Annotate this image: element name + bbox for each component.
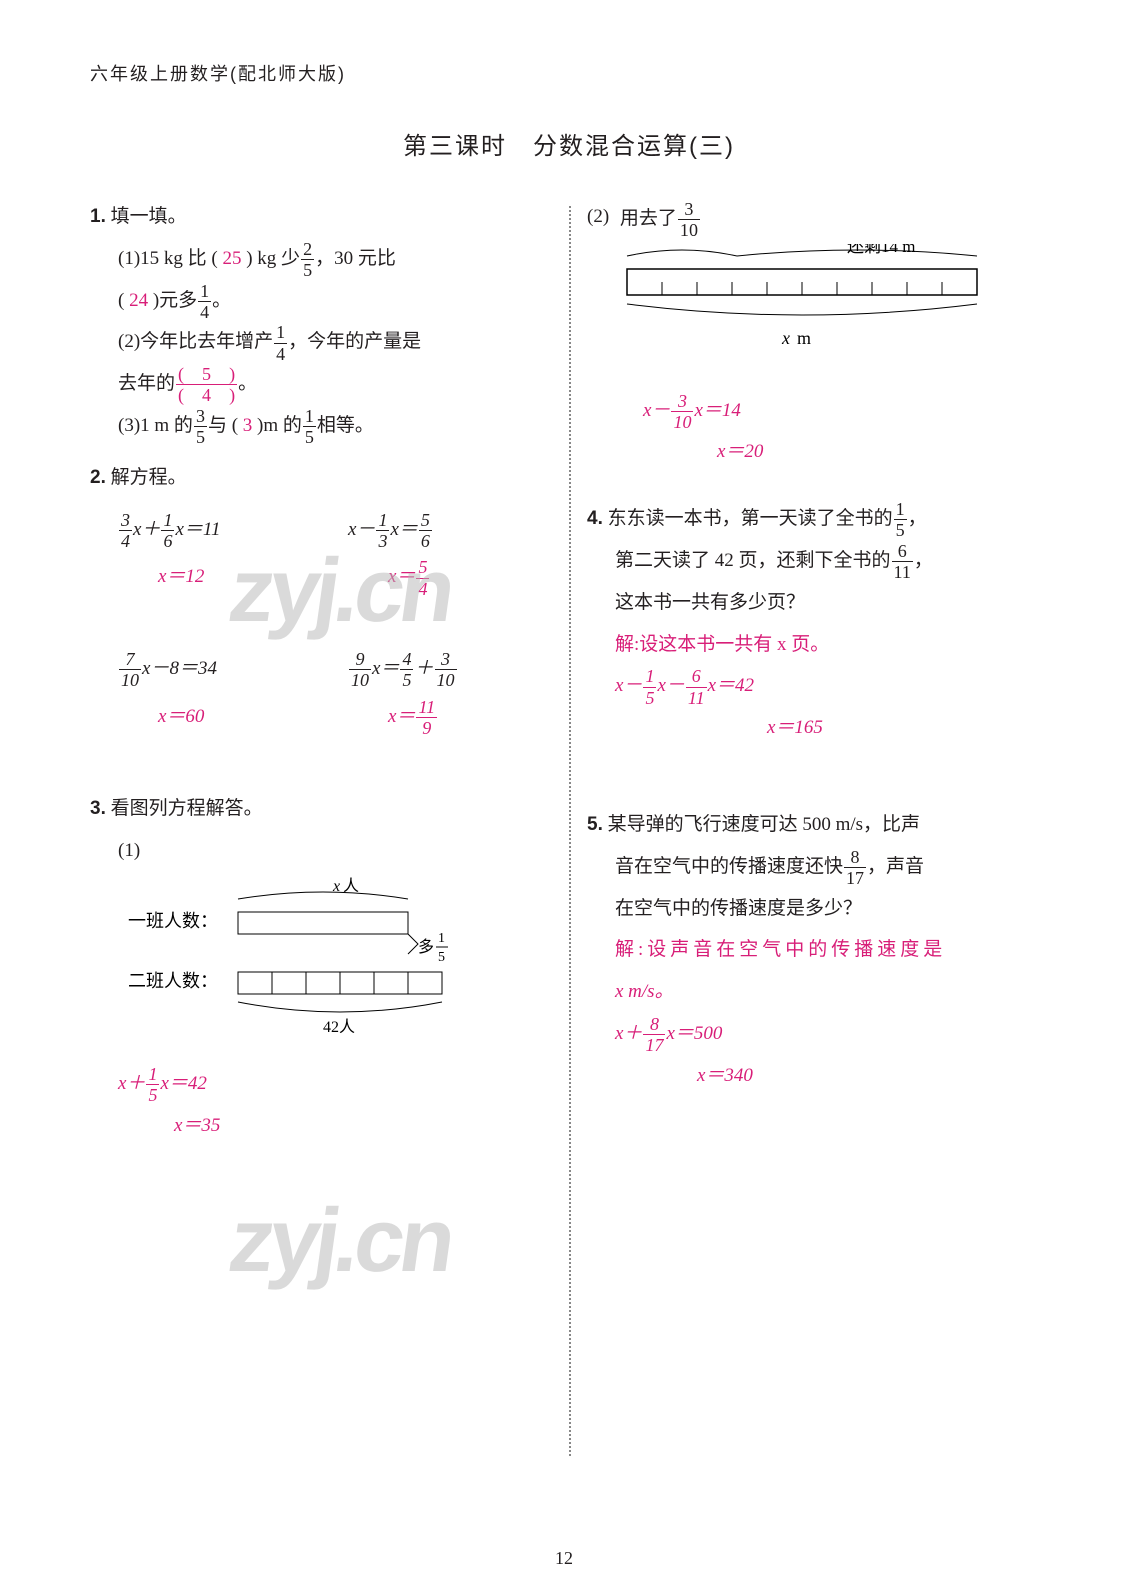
text: (2)今年比去年增产 bbox=[118, 331, 273, 352]
text: (1)15 kg 比 ( bbox=[118, 248, 222, 269]
question-4: 4. 东东读一本书，第一天读了全书的15， 第二天读了 42 页，还剩下全书的6… bbox=[587, 498, 1048, 749]
q3-title: 看图列方程解答。 bbox=[111, 798, 263, 819]
text: ，30 元比 bbox=[315, 248, 396, 269]
text: 东东读一本书，第一天读了全书的 bbox=[608, 508, 893, 529]
answer: 24 bbox=[129, 290, 148, 311]
q2-label: 2. bbox=[90, 467, 106, 488]
fraction: 14 bbox=[274, 323, 287, 362]
answer: x＝54 bbox=[348, 556, 508, 598]
text: ) kg 少 bbox=[241, 248, 300, 269]
q3-part1-label: (1) bbox=[90, 830, 551, 872]
text: 这本书一共有多少页？ bbox=[587, 582, 1048, 624]
q3-p2-answer2: x＝20 bbox=[587, 431, 1048, 473]
question-5: 5. 某导弹的飞行速度可达 500 m/s，比声 音在空气中的传播速度还快817… bbox=[587, 804, 1048, 1097]
equation: 34x＋16x＝11 bbox=[118, 509, 278, 551]
text: 音在空气中的传播速度还快817，声音 bbox=[587, 846, 1048, 888]
q3-label: 3. bbox=[90, 798, 106, 819]
text: 在空气中的传播速度是多少？ bbox=[587, 888, 1048, 930]
q3-diagram-1: x人 一班人数： 多 15 二班人数： 42人 bbox=[118, 877, 551, 1053]
q3-p1-answer2: x＝35 bbox=[90, 1105, 551, 1147]
text: ， bbox=[908, 508, 927, 529]
text: (3)1 m 的 bbox=[118, 415, 193, 436]
q1-part1: (1)15 kg 比 ( 25 ) kg 少25，30 元比 bbox=[90, 238, 551, 280]
q1-title: 填一填。 bbox=[111, 206, 187, 227]
q5-answer-setup-b: x m/s。 bbox=[587, 971, 1048, 1013]
text: ，今年的产量是 bbox=[288, 331, 421, 352]
text: 某导弹的飞行速度可达 500 m/s，比声 bbox=[608, 814, 920, 835]
equation: 910x＝45＋310 bbox=[348, 648, 508, 690]
text: )m 的 bbox=[252, 415, 302, 436]
q5-answer-setup: 解:设声音在空气中的传播速度是 bbox=[587, 929, 1048, 971]
svg-text:5: 5 bbox=[438, 950, 445, 965]
page-number: 12 bbox=[0, 1548, 1128, 1569]
svg-text:一班人数：: 一班人数： bbox=[128, 911, 218, 931]
answer: x＝60 bbox=[118, 696, 278, 738]
equation: 710x－8＝34 bbox=[118, 648, 278, 690]
answer: x＝119 bbox=[348, 696, 508, 738]
question-3: 3. 看图列方程解答。 (1) x人 一班人数： 多 15 二班人数： bbox=[90, 788, 551, 1147]
fraction: 817 bbox=[844, 848, 866, 887]
svg-text:二班人数：: 二班人数： bbox=[128, 971, 218, 991]
left-column: 1. 填一填。 (1)15 kg 比 ( 25 ) kg 少25，30 元比 (… bbox=[90, 196, 569, 1496]
q5-label: 5. bbox=[587, 814, 603, 835]
fraction: 15 bbox=[303, 407, 316, 446]
q2-row1: 34x＋16x＝11 x－13x＝56 bbox=[118, 509, 551, 551]
svg-text:x: x bbox=[781, 328, 790, 348]
answer-fraction: ( 5 )( 4 ) bbox=[176, 365, 237, 404]
q1-part2b: 去年的( 5 )( 4 )。 bbox=[90, 363, 551, 405]
q3-diagram-2: 还剩14 m x m bbox=[597, 244, 1048, 380]
q5-answer-result: x＝340 bbox=[587, 1055, 1048, 1097]
q2-row2: 710x－8＝34 910x＝45＋310 bbox=[118, 648, 551, 690]
q5-answer-eq: x＋817x＝500 bbox=[587, 1013, 1048, 1055]
svg-text:多: 多 bbox=[418, 938, 434, 956]
fraction: 35 bbox=[194, 407, 207, 446]
text: 。 bbox=[238, 373, 257, 394]
equation: x－13x＝56 bbox=[348, 509, 508, 551]
answer: 3 bbox=[243, 415, 253, 436]
text: 用去了310 bbox=[620, 208, 701, 229]
q1-part3: (3)1 m 的35与 ( 3 )m 的15相等。 bbox=[90, 405, 551, 447]
lesson-title: 第三课时 分数混合运算(三) bbox=[90, 126, 1048, 161]
question-1: 1. 填一填。 (1)15 kg 比 ( 25 ) kg 少25，30 元比 (… bbox=[90, 196, 551, 447]
q1-label: 1. bbox=[90, 206, 106, 227]
fraction: 25 bbox=[301, 240, 314, 279]
q3-p1-answer: x＋15x＝42 bbox=[90, 1063, 551, 1105]
q3-p2-answer: x－310x＝14 bbox=[587, 390, 1048, 432]
svg-text:m: m bbox=[797, 328, 811, 348]
right-column: (2) 用去了310 还剩14 m x m x－310x＝14 bbox=[569, 196, 1048, 1496]
text: 第二天读了 42 页，还剩下全书的611， bbox=[587, 540, 1048, 582]
q4-answer-setup: 解:设这本书一共有 x 页。 bbox=[587, 624, 1048, 666]
content-columns: 1. 填一填。 (1)15 kg 比 ( 25 ) kg 少25，30 元比 (… bbox=[90, 196, 1048, 1496]
fraction: 15 bbox=[894, 500, 907, 539]
text: )元多 bbox=[148, 290, 197, 311]
q2-title: 解方程。 bbox=[111, 467, 187, 488]
text: 与 ( bbox=[208, 415, 243, 436]
answer: 25 bbox=[222, 248, 241, 269]
q2-row2-ans: x＝60 x＝119 bbox=[118, 696, 551, 738]
fraction: 14 bbox=[198, 282, 211, 321]
svg-text:1: 1 bbox=[438, 931, 445, 946]
text: 去年的 bbox=[118, 373, 175, 394]
q4-answer-result: x＝165 bbox=[587, 707, 1048, 749]
page-header: 六年级上册数学(配北师大版) bbox=[90, 60, 1048, 86]
q4-answer-eq: x－15x－611x＝42 bbox=[587, 665, 1048, 707]
q4-label: 4. bbox=[587, 508, 603, 529]
q1-part1b: ( 24 )元多14。 bbox=[90, 280, 551, 322]
answer: x＝12 bbox=[118, 556, 278, 598]
fraction: 611 bbox=[892, 542, 913, 581]
question-2: 2. 解方程。 34x＋16x＝11 x－13x＝56 x＝12 x＝54 71… bbox=[90, 457, 551, 738]
text: 相等。 bbox=[317, 415, 374, 436]
text: ( bbox=[118, 290, 129, 311]
column-divider bbox=[569, 206, 571, 1456]
text: 。 bbox=[212, 290, 231, 311]
svg-text:42人: 42人 bbox=[323, 1018, 355, 1036]
q3-p2-label: (2) bbox=[587, 206, 609, 227]
q1-part2: (2)今年比去年增产14，今年的产量是 bbox=[90, 321, 551, 363]
q2-row1-ans: x＝12 x＝54 bbox=[118, 556, 551, 598]
q3-part2: (2) 用去了310 还剩14 m x m x－310x＝14 bbox=[587, 196, 1048, 473]
